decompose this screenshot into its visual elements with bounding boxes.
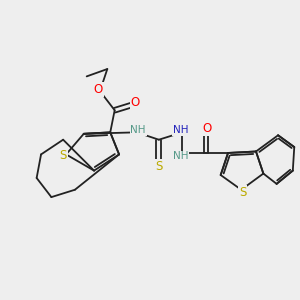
Text: NH: NH (173, 125, 189, 135)
Text: O: O (131, 96, 140, 110)
Text: O: O (94, 83, 103, 96)
Text: S: S (239, 186, 246, 199)
Text: NH: NH (130, 125, 146, 135)
Text: O: O (203, 122, 212, 135)
Text: S: S (59, 149, 67, 162)
Text: S: S (155, 160, 163, 173)
Text: NH: NH (173, 152, 189, 161)
